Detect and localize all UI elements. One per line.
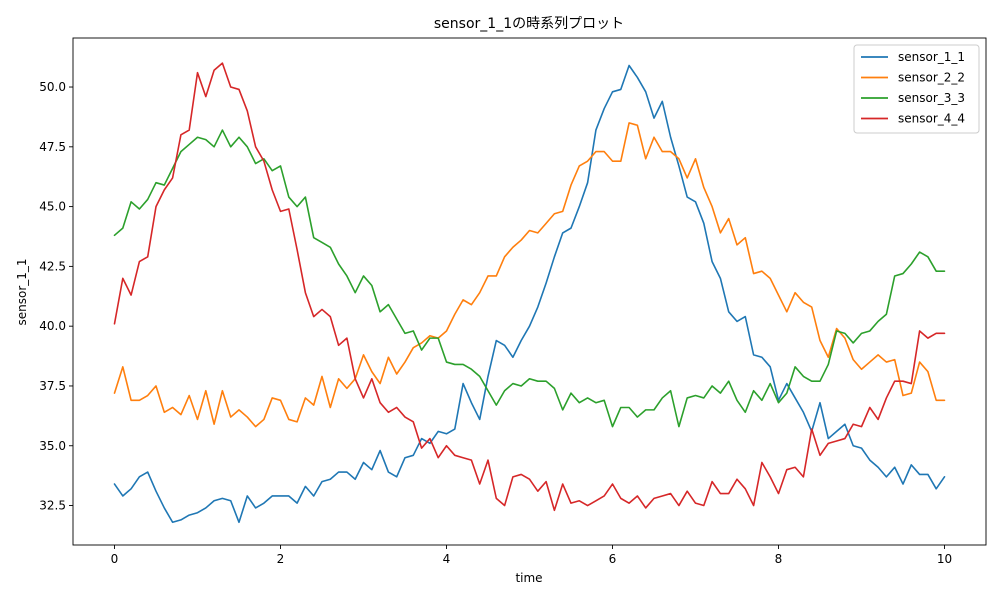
y-axis-label: sensor_1_1 xyxy=(15,258,29,325)
y-tick-label: 47.5 xyxy=(39,140,66,154)
y-tick-label: 35.0 xyxy=(39,439,66,453)
x-tick-label: 8 xyxy=(775,552,783,566)
legend-label-sensor_3_3: sensor_3_3 xyxy=(898,91,965,105)
legend-label-sensor_4_4: sensor_4_4 xyxy=(898,112,965,126)
legend-label-sensor_2_2: sensor_2_2 xyxy=(898,71,965,85)
legend-label-sensor_1_1: sensor_1_1 xyxy=(898,50,965,64)
x-axis-label: time xyxy=(515,571,542,585)
axes: 0 2 4 6 8 10 32.5 35.0 37.5 40.0 42.5 45.0 47.5 50.0 xyxy=(39,37,987,566)
series-line-sensor_2_2 xyxy=(113,122,946,428)
x-tick-label: 10 xyxy=(937,552,952,566)
series-line-sensor_1_1 xyxy=(113,64,946,524)
legend-box xyxy=(853,44,980,134)
y-tick-label: 40.0 xyxy=(39,319,66,333)
x-tick-label: 6 xyxy=(609,552,617,566)
plot-area xyxy=(113,62,946,524)
y-tick-label: 37.5 xyxy=(39,379,66,393)
x-tick-label: 4 xyxy=(443,552,451,566)
y-tick-label: 42.5 xyxy=(39,259,66,273)
series-line-sensor_3_3 xyxy=(113,129,946,428)
x-tick-label: 0 xyxy=(111,552,119,566)
y-tick-label: 50.0 xyxy=(39,80,66,94)
plot-frame xyxy=(72,37,987,546)
x-tick-label: 2 xyxy=(277,552,285,566)
y-tick-label: 45.0 xyxy=(39,200,66,214)
y-tick-label: 32.5 xyxy=(39,499,66,513)
legend: sensor_1_1 sensor_2_2 sensor_3_3 sensor_4_4 xyxy=(853,44,980,134)
series-line-sensor_4_4 xyxy=(113,62,946,512)
chart-title: sensor_1_1の時系列プロット xyxy=(434,16,624,32)
